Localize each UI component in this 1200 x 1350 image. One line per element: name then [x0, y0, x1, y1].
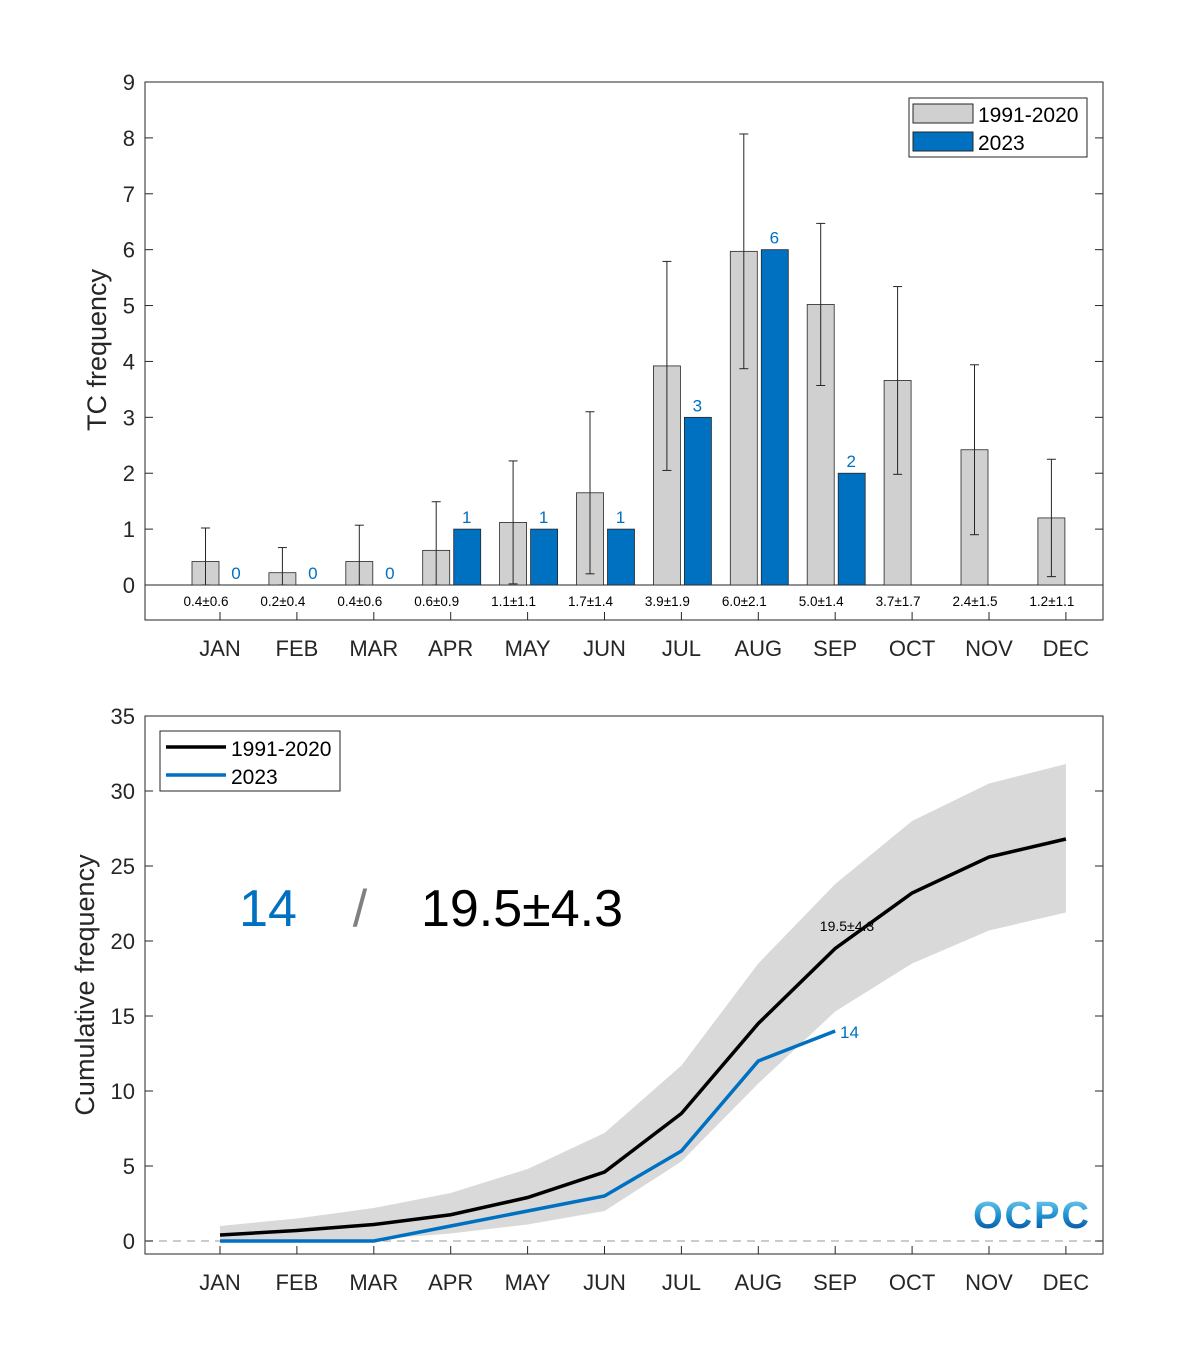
bar-2023	[607, 528, 635, 586]
climatology-label: 1.7±1.4	[568, 594, 613, 609]
y-tick-label: 0	[123, 573, 135, 598]
y-tick-label: 0	[123, 1229, 135, 1254]
climatology-point-label: 19.5±4.3	[820, 918, 875, 934]
climatology-label: 3.9±1.9	[645, 594, 690, 609]
x-tick-label: DEC	[1043, 636, 1090, 661]
bar-2023-value-label: 1	[462, 508, 471, 527]
climatology-total-annotation: 19.5±4.3	[421, 880, 623, 938]
x-tick-label: JAN	[199, 1270, 241, 1295]
legend-swatch-2023	[912, 131, 974, 152]
current-total-annotation: 14	[239, 880, 297, 938]
legend-label-2023: 2023	[978, 132, 1025, 155]
y-tick-label: 35	[111, 704, 135, 729]
legend-label-1991-2020: 1991-2020	[978, 104, 1078, 127]
climatology-label: 1.1±1.1	[491, 594, 536, 609]
bar-2023-value-label: 2	[846, 452, 855, 471]
bar-2023-value-label: 1	[539, 508, 548, 527]
x-tick-label: DEC	[1043, 1270, 1090, 1295]
x-tick-label: APR	[428, 636, 473, 661]
y-tick-label: 7	[123, 182, 135, 207]
bar-2023	[684, 416, 712, 586]
bar-2023-value-label: 1	[616, 508, 625, 527]
bar-2023-value-label: 0	[385, 564, 394, 583]
line-1991-2020	[219, 837, 1067, 1237]
y-tick-label: 25	[111, 854, 135, 879]
climatology-label: 6.0±2.1	[722, 594, 767, 609]
climatology-label: 2.4±1.5	[953, 594, 998, 609]
y-tick-label: 10	[111, 1079, 135, 1104]
x-tick-label: MAY	[505, 636, 551, 661]
climatology-spread-band	[220, 764, 1066, 1241]
y-tick-label: 20	[111, 929, 135, 954]
legend	[159, 730, 341, 792]
bar-2023-value-label: 6	[770, 229, 779, 248]
x-tick-label: JUL	[662, 636, 701, 661]
x-tick-label: FEB	[276, 636, 319, 661]
y-tick-label: 3	[123, 405, 135, 430]
x-tick-label: SEP	[813, 636, 857, 661]
x-tick-label: JUN	[583, 636, 626, 661]
y-tick-label: 4	[123, 349, 135, 374]
climatology-label: 3.7±1.7	[876, 594, 921, 609]
y-tick-label: 5	[123, 294, 135, 319]
x-tick-label: AUG	[734, 1270, 782, 1295]
y-tick-label: 30	[111, 779, 135, 804]
line-2023	[220, 1029, 836, 1243]
y-tick-label: 5	[123, 1154, 135, 1179]
x-tick-label: JUN	[583, 1270, 626, 1295]
bar-2023	[453, 528, 482, 586]
separator-annotation: /	[353, 880, 368, 938]
bar-2023	[760, 249, 789, 586]
x-tick-label: NOV	[965, 1270, 1013, 1295]
legend-swatch-1991-2020	[912, 103, 974, 124]
y-axis-label: TC frequency	[82, 268, 112, 431]
x-tick-label: MAY	[505, 1270, 551, 1295]
x-tick-label: OCT	[889, 1270, 935, 1295]
ocpc-logo: OCPC	[973, 1195, 1091, 1237]
bar-2023	[530, 528, 558, 586]
x-tick-label: FEB	[276, 1270, 319, 1295]
y-tick-label: 9	[123, 70, 135, 95]
legend-label-1991-2020: 1991-2020	[231, 738, 331, 761]
bar-2023-value-label: 0	[231, 564, 240, 583]
bar-2023	[837, 472, 866, 586]
climatology-label: 0.4±0.6	[184, 594, 229, 609]
x-tick-label: JUL	[662, 1270, 701, 1295]
x-tick-label: OCT	[889, 636, 935, 661]
y-tick-label: 8	[123, 126, 135, 151]
climatology-label: 1.2±1.1	[1029, 594, 1074, 609]
legend-label-2023: 2023	[231, 766, 278, 789]
x-tick-label: NOV	[965, 636, 1013, 661]
cumulative-line-chart: 0 5 10 15 20 25 30 35 Cumulative frequency JAN FEB…	[70, 704, 1104, 1295]
climatology-label: 0.6±0.9	[414, 594, 459, 609]
climatology-label: 0.4±0.6	[337, 594, 382, 609]
bar-2023-value-label: 0	[308, 564, 317, 583]
x-tick-label: JAN	[199, 636, 241, 661]
x-tick-label: APR	[428, 1270, 473, 1295]
x-tick-label: AUG	[734, 636, 782, 661]
climatology-label: 0.2±0.4	[260, 594, 305, 609]
current-point-label: 14	[840, 1023, 859, 1042]
x-tick-label: MAR	[349, 636, 398, 661]
y-tick-label: 2	[123, 461, 135, 486]
y-axis-label: Cumulative frequency	[70, 854, 100, 1116]
y-tick-label: 6	[123, 238, 135, 263]
climatology-label: 5.0±1.4	[799, 594, 844, 609]
x-tick-label: MAR	[349, 1270, 398, 1295]
y-tick-label: 15	[111, 1004, 135, 1029]
x-tick-label: SEP	[813, 1270, 857, 1295]
y-tick-label: 1	[123, 517, 135, 542]
bar-2023-value-label: 3	[693, 396, 702, 415]
